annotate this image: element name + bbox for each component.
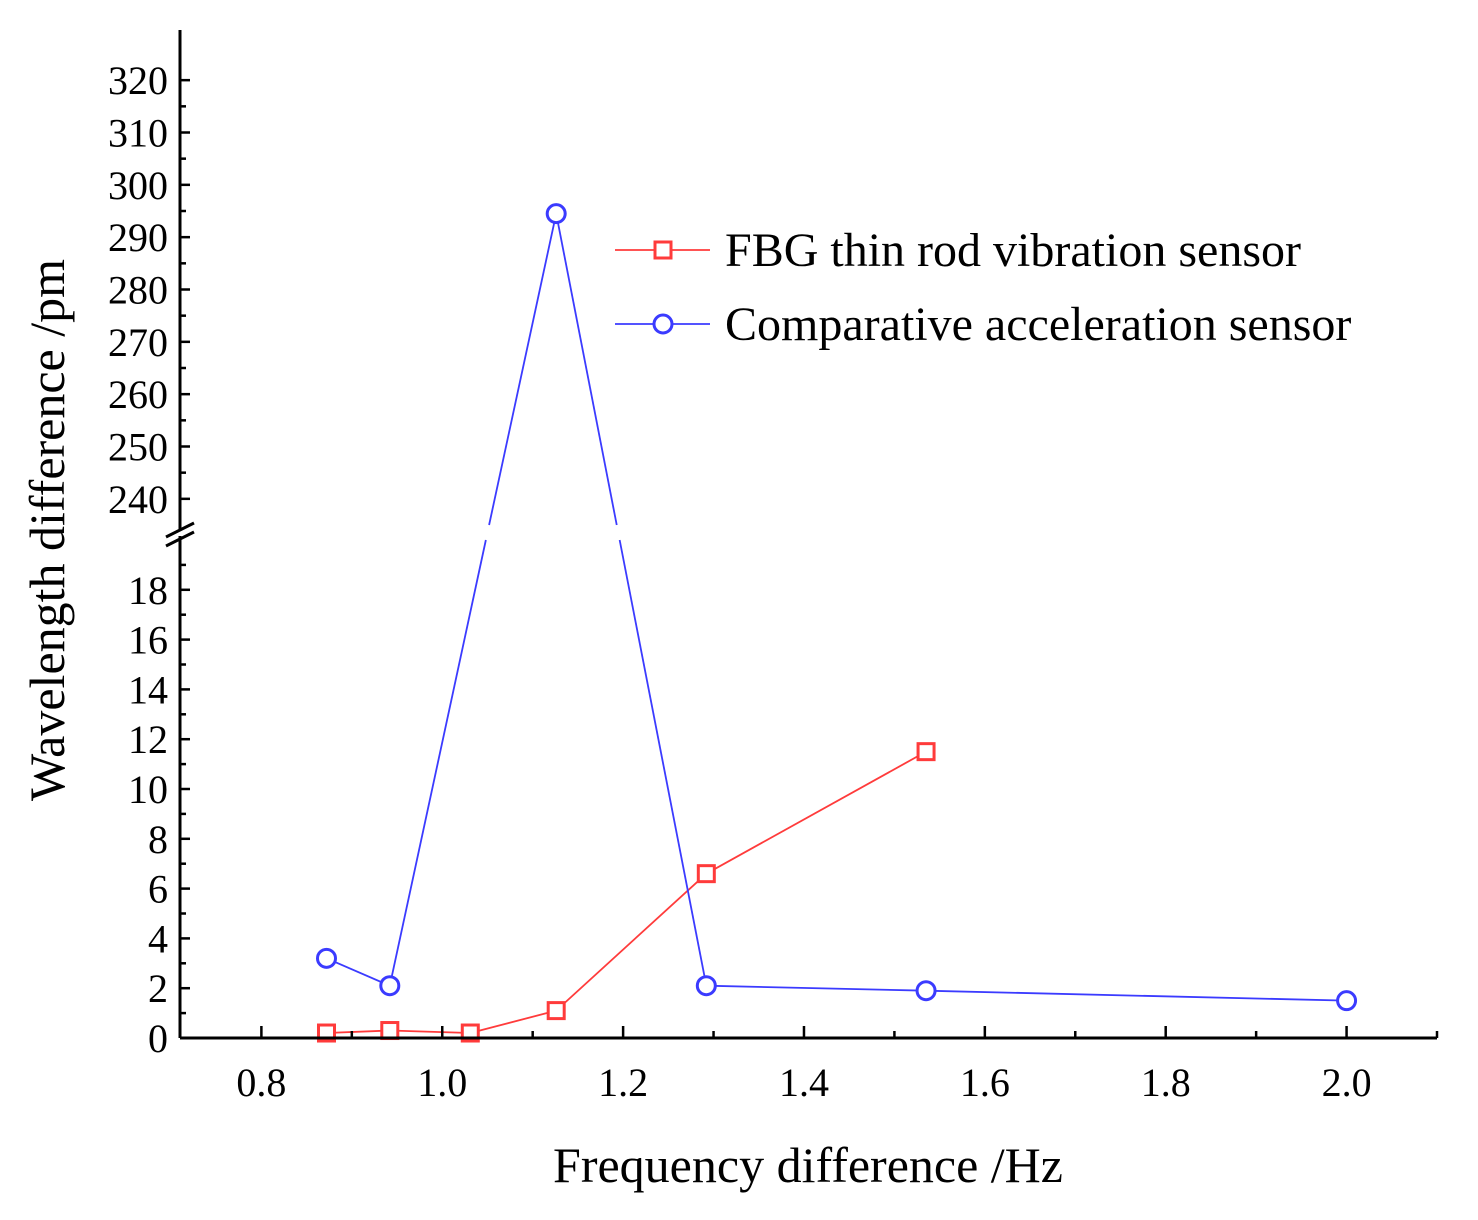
series-1-segment-1-a (388, 539, 487, 986)
series-1-segment-2-b (555, 213, 618, 526)
x-tick-label-1.8: 1.8 (1141, 1060, 1191, 1105)
y-axis-title: Wavelength difference /pm (19, 259, 75, 801)
series-1-segment-2-a (618, 539, 708, 986)
legend-label-0: FBG thin rod vibration sensor (725, 224, 1301, 277)
legend-label-1: Comparative acceleration sensor (725, 298, 1351, 351)
series-1-segment-4 (926, 989, 1347, 1002)
y-tick-label-lower-12: 12 (128, 717, 168, 762)
y-tick-label-upper-310: 310 (108, 111, 168, 156)
series-0-segment-1 (389, 1029, 471, 1034)
axis-break-mark-upper (165, 521, 195, 539)
y-tick-label-lower-2: 2 (148, 966, 168, 1011)
legend-marker-0 (653, 240, 673, 260)
x-tick-label-1.0: 1.0 (417, 1060, 467, 1105)
y-tick-label-upper-320: 320 (108, 58, 168, 103)
series-1-segment-1-b (488, 213, 558, 526)
series-0-point-4 (696, 864, 716, 884)
y-tick-label-upper-290: 290 (108, 215, 168, 260)
y-tick-label-lower-10: 10 (128, 767, 168, 812)
series-1-point-0 (315, 947, 337, 969)
y-tick-label-lower-18: 18 (128, 568, 168, 613)
y-tick-label-upper-300: 300 (108, 163, 168, 208)
x-tick-label-1.2: 1.2 (598, 1060, 648, 1105)
y-tick-label-lower-6: 6 (148, 867, 168, 912)
series-1-point-5 (1336, 990, 1358, 1012)
series-0-point-5 (916, 742, 936, 762)
y-tick-label-upper-250: 250 (108, 425, 168, 470)
x-tick-label-1.6: 1.6 (960, 1060, 1010, 1105)
y-tick-label-upper-280: 280 (108, 268, 168, 313)
series-1-point-1 (379, 975, 401, 997)
y-tick-label-lower-16: 16 (128, 618, 168, 663)
x-tick-label-2.0: 2.0 (1322, 1060, 1372, 1105)
series-1-point-4 (915, 980, 937, 1002)
series-0-segment-0 (326, 1029, 390, 1034)
series-1-segment-3 (706, 984, 927, 992)
x-tick-label-0.8: 0.8 (236, 1060, 286, 1105)
y-tick-label-upper-270: 270 (108, 320, 168, 365)
y-tick-label-upper-240: 240 (108, 477, 168, 522)
y-tick-label-upper-260: 260 (108, 372, 168, 417)
y-tick-label-lower-14: 14 (128, 667, 168, 712)
series-0-segment-4 (705, 750, 927, 875)
x-axis-title: Frequency difference /Hz (553, 1137, 1063, 1193)
series-0-segment-3 (555, 872, 707, 1012)
x-tick-label-1.4: 1.4 (779, 1060, 829, 1105)
y-tick-label-lower-0: 0 (148, 1016, 168, 1061)
y-tick-label-lower-4: 4 (148, 916, 168, 961)
series-0-point-3 (546, 1001, 566, 1021)
series-0-segment-2 (470, 1009, 557, 1034)
axis-break-mark-lower (165, 530, 195, 548)
series-1-point-3 (695, 975, 717, 997)
series-0-point-1 (380, 1021, 400, 1041)
y-tick-label-lower-8: 8 (148, 817, 168, 862)
series-1-point-2 (545, 203, 567, 225)
series-1-segment-0 (326, 957, 391, 987)
legend-marker-1 (652, 313, 674, 335)
